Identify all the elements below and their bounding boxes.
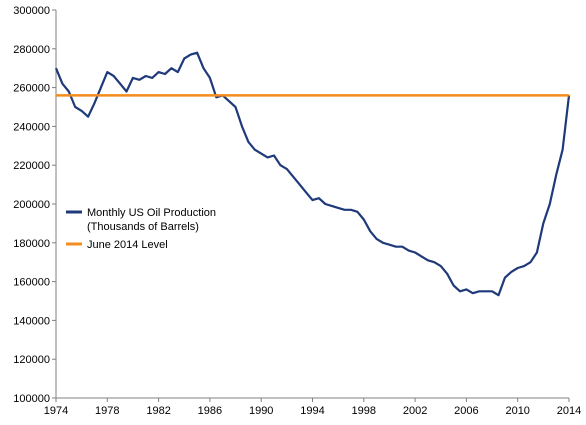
x-tick-label: 1978 (95, 405, 119, 417)
y-tick-label: 300000 (13, 5, 50, 17)
x-axis-ticks: 1974 1978 1982 1986 1990 1994 1998 2002 2006 2010… (44, 398, 581, 417)
x-tick-label: 1990 (249, 405, 273, 417)
y-tick-label: 140000 (13, 315, 50, 327)
y-tick-label: 260000 (13, 83, 50, 95)
y-tick-label: 220000 (13, 160, 50, 172)
x-tick-label: 1986 (198, 405, 222, 417)
x-tick-label: 2014 (557, 405, 581, 417)
x-tick-label: 2010 (505, 405, 529, 417)
y-tick-label: 200000 (13, 199, 50, 211)
y-tick-label: 120000 (13, 354, 50, 366)
legend-label-production-units: (Thousands of Barrels) (87, 221, 199, 233)
series-lines (54, 51, 571, 297)
y-tick-label: 280000 (13, 44, 50, 56)
x-tick-label: 1982 (146, 405, 170, 417)
y-tick-label: 160000 (13, 277, 50, 289)
x-tick-label: 1994 (300, 405, 324, 417)
x-tick-label: 1998 (352, 405, 376, 417)
axes (55, 10, 569, 399)
series-line-monthly-production (54, 51, 571, 297)
y-tick-label: 100000 (13, 393, 50, 405)
legend-label-production: Monthly US Oil Production (87, 207, 216, 219)
x-tick-label: 1974 (44, 405, 68, 417)
legend: Monthly US Oil Production (Thousands of … (66, 207, 216, 251)
y-axis-ticks: 100000 120000 140000 160000 180000 200000 2200… (13, 5, 56, 405)
x-tick-label: 2006 (454, 405, 478, 417)
legend-label-june-level: June 2014 Level (87, 239, 168, 251)
y-tick-label: 240000 (13, 121, 50, 133)
y-tick-label: 180000 (13, 238, 50, 250)
x-tick-label: 2002 (403, 405, 427, 417)
